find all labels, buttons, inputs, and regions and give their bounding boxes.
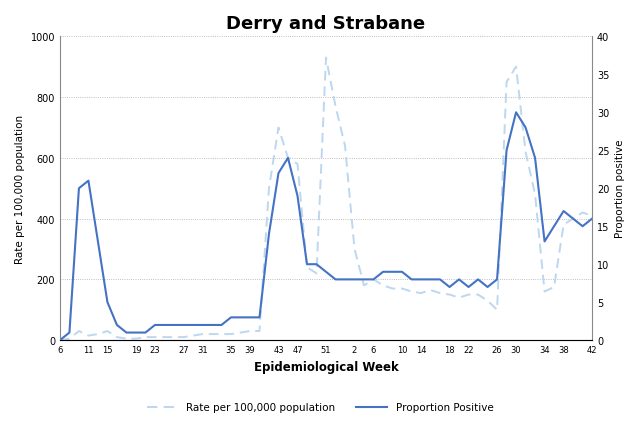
Proportion Positive	[198, 322, 206, 328]
Y-axis label: Proportion positive: Proportion positive	[615, 140, 625, 238]
Legend: Rate per 100,000 population, Proportion Positive: Rate per 100,000 population, Proportion …	[142, 398, 498, 417]
Rate per 100,000 population	[588, 213, 596, 219]
Proportion Positive	[427, 277, 435, 282]
Rate per 100,000 population	[56, 338, 64, 343]
Proportion Positive	[84, 178, 92, 184]
Proportion Positive	[56, 338, 64, 343]
Proportion Positive	[75, 186, 83, 191]
Proportion Positive	[512, 110, 520, 115]
Rate per 100,000 population	[322, 56, 330, 61]
Proportion Positive	[284, 156, 292, 161]
Y-axis label: Rate per 100,000 population: Rate per 100,000 population	[15, 115, 25, 263]
Rate per 100,000 population	[284, 156, 292, 161]
X-axis label: Epidemiological Week: Epidemiological Week	[253, 360, 398, 373]
Proportion Positive	[417, 277, 425, 282]
Rate per 100,000 population	[75, 329, 83, 334]
Title: Derry and Strabane: Derry and Strabane	[227, 15, 426, 33]
Rate per 100,000 population	[436, 291, 444, 296]
Proportion Positive	[588, 216, 596, 222]
Line: Rate per 100,000 population: Rate per 100,000 population	[60, 58, 592, 340]
Line: Proportion Positive: Proportion Positive	[60, 113, 592, 340]
Rate per 100,000 population	[427, 288, 435, 293]
Rate per 100,000 population	[198, 332, 206, 337]
Rate per 100,000 population	[84, 333, 92, 338]
